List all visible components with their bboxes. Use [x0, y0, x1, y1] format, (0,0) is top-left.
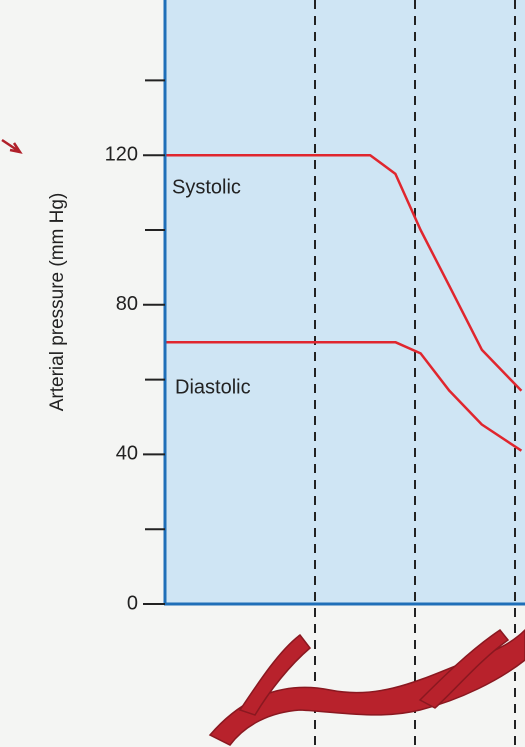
series-label: Systolic [172, 176, 241, 198]
series-label: Diastolic [175, 376, 251, 398]
plot-background [165, 0, 525, 604]
y-tick-label: 120 [105, 143, 138, 165]
chart: Arterial pressure (mm Hg) 0 40 80 120 Systol… [0, 0, 525, 747]
y-tick-label: 80 [116, 293, 138, 315]
y-tick-label: 0 [127, 592, 138, 614]
y-axis-label: Arterial pressure (mm Hg) [47, 193, 68, 412]
y-tick-label: 40 [116, 443, 138, 465]
